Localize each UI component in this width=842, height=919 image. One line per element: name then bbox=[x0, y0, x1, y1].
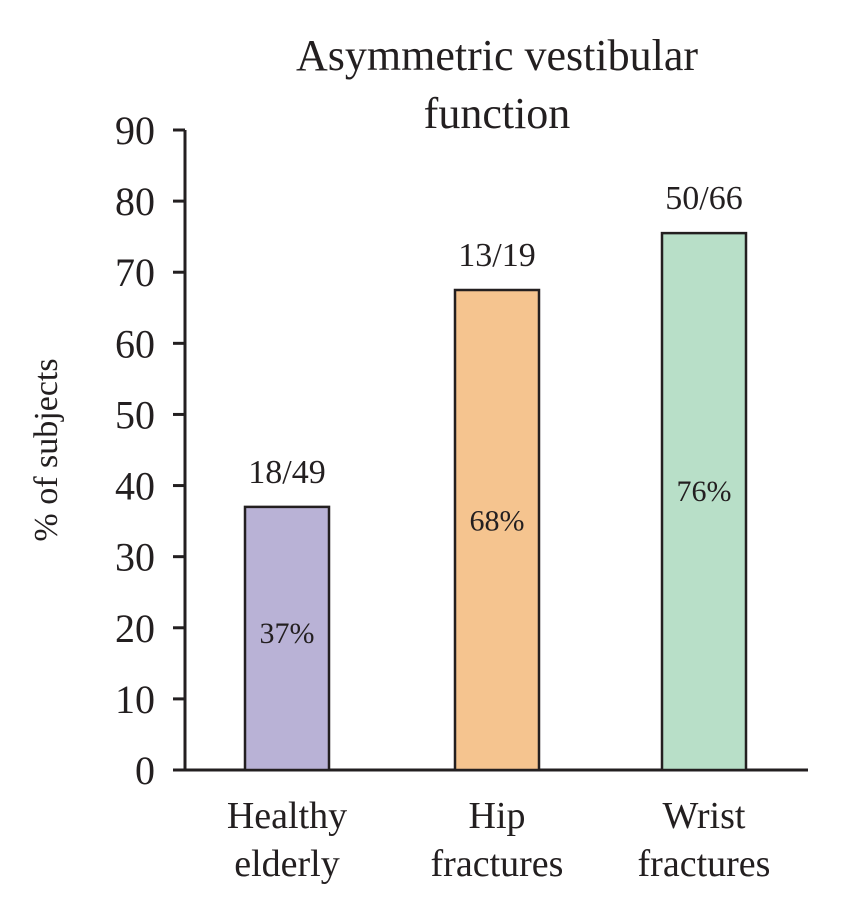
category-label: fractures bbox=[431, 843, 564, 885]
bar-group: 50/66 76% Wrist fractures bbox=[638, 180, 771, 885]
bar-percent-label: 68% bbox=[470, 504, 525, 537]
y-axis-label: % of subjects bbox=[28, 358, 65, 541]
category-label: Healthy bbox=[227, 795, 347, 837]
bar-count-label: 50/66 bbox=[665, 180, 742, 217]
y-tick-label: 40 bbox=[115, 464, 155, 509]
y-tick-label: 20 bbox=[115, 606, 155, 651]
y-tick-label: 90 bbox=[115, 108, 155, 153]
chart-title-line-1: Asymmetric vestibular bbox=[296, 31, 698, 80]
bar-count-label: 13/19 bbox=[458, 237, 535, 274]
bar-group: 13/19 68% Hip fractures bbox=[431, 237, 564, 885]
y-tick-label: 0 bbox=[135, 748, 155, 793]
category-label: elderly bbox=[234, 843, 340, 885]
y-tick-label: 30 bbox=[115, 535, 155, 580]
bars: 18/49 37% Healthy elderly 13/19 68% Hip fractur… bbox=[227, 180, 771, 885]
bar-percent-label: 76% bbox=[677, 475, 732, 508]
category-label: Wrist bbox=[663, 795, 746, 837]
y-axis-ticks: 0 10 20 30 40 50 60 70 80 90 bbox=[115, 108, 185, 793]
chart-title-line-2: function bbox=[424, 89, 571, 138]
y-tick-label: 50 bbox=[115, 392, 155, 437]
bar bbox=[243, 505, 331, 772]
y-tick-label: 80 bbox=[115, 179, 155, 224]
bar bbox=[453, 288, 541, 772]
category-label: Hip bbox=[469, 795, 526, 837]
y-tick-label: 60 bbox=[115, 321, 155, 366]
bar-count-label: 18/49 bbox=[248, 454, 325, 491]
bar-percent-label: 37% bbox=[260, 617, 315, 650]
y-tick-label: 10 bbox=[115, 677, 155, 722]
bar-group: 18/49 37% Healthy elderly bbox=[227, 454, 347, 885]
bar bbox=[660, 231, 748, 772]
y-tick-label: 70 bbox=[115, 250, 155, 295]
category-label: fractures bbox=[638, 843, 771, 885]
